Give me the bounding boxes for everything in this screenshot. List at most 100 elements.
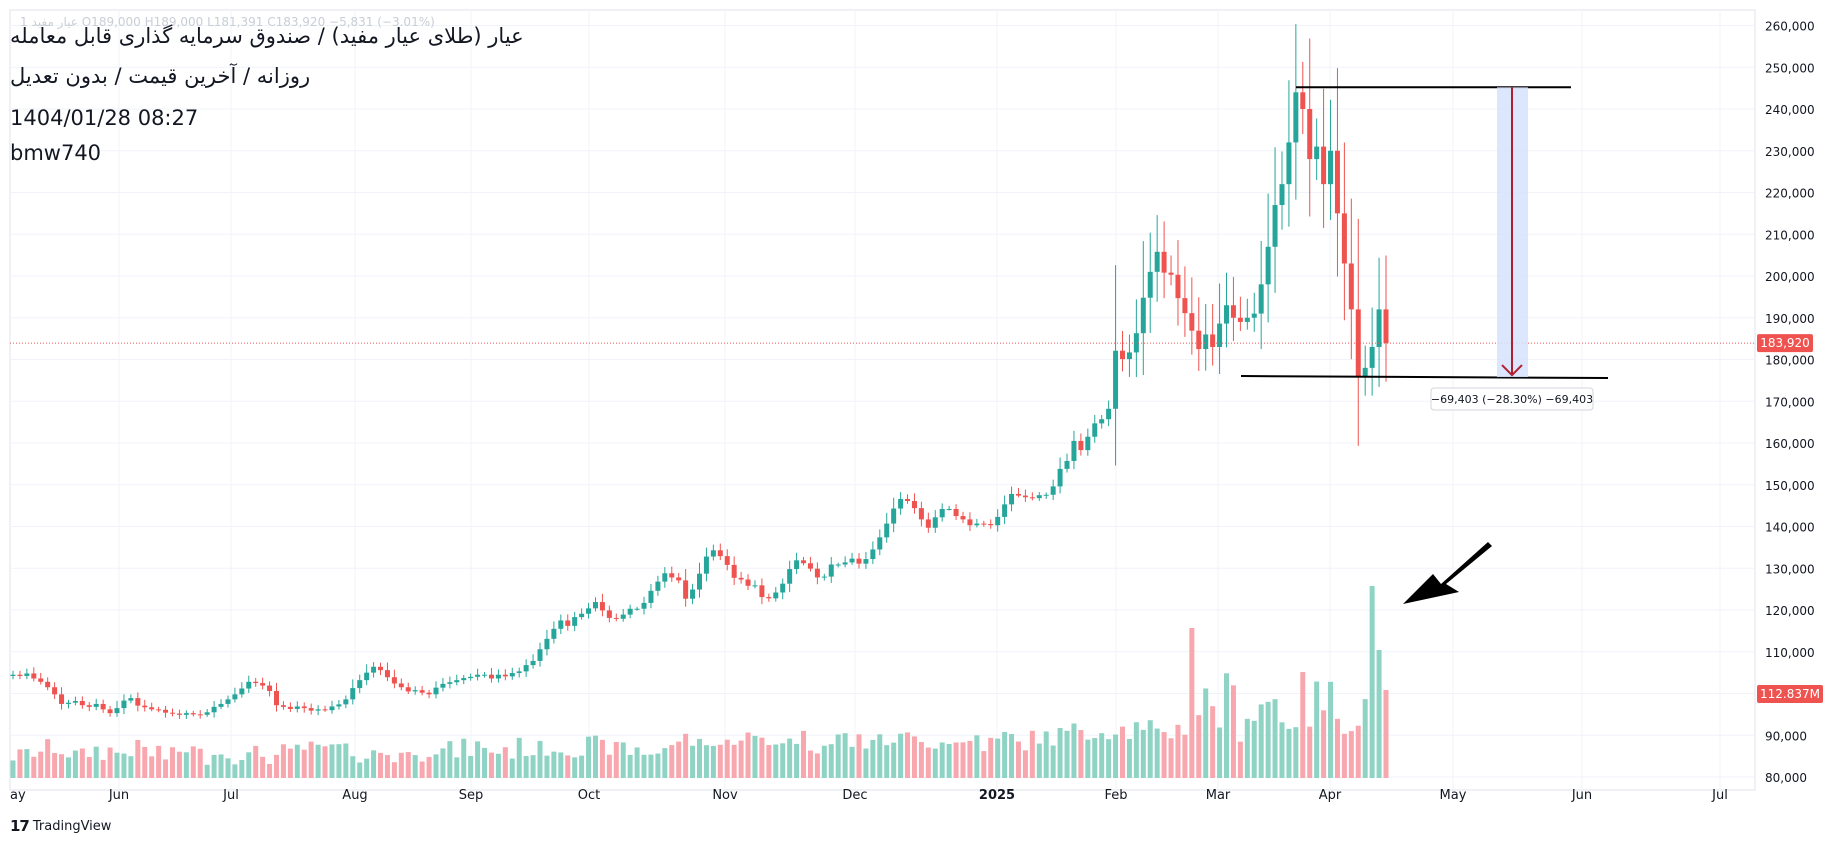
candle-body	[357, 680, 363, 689]
candle-body	[731, 564, 737, 578]
volume-bar	[911, 736, 917, 778]
volume-bar	[426, 756, 432, 778]
candle-body	[1348, 263, 1354, 310]
candle-body	[1147, 271, 1153, 298]
volume-bar	[495, 753, 501, 778]
candle-body	[995, 516, 1001, 526]
candle-body	[1383, 309, 1389, 344]
volume-bar	[1272, 699, 1278, 778]
candle-body	[891, 508, 897, 524]
time-tick-label: Aug	[342, 788, 367, 803]
annotation-arrow	[1403, 542, 1492, 604]
candle-body	[974, 523, 980, 526]
volume-bar	[780, 743, 786, 778]
volume-bar	[1057, 727, 1063, 778]
candle-body	[641, 602, 647, 609]
volume-bar	[468, 755, 474, 778]
volume-bar	[537, 740, 543, 778]
volume-bar	[967, 740, 973, 778]
volume-bar	[142, 747, 148, 778]
chart-subtitle: روزانه / آخرین قیمت / بدون تعدیل	[10, 64, 311, 88]
volume-bar	[190, 746, 196, 778]
candle-body	[509, 673, 515, 677]
volume-bar	[1321, 710, 1327, 778]
candle-body	[454, 680, 460, 683]
volume-bar	[606, 754, 612, 778]
volume-bar	[364, 758, 370, 778]
volume-bar	[1210, 706, 1216, 778]
axes: 80,00090,000100,000110,000120,000130,000…	[10, 20, 1823, 803]
volume-bar	[1293, 727, 1299, 778]
candle-body	[280, 705, 286, 707]
candle-body	[398, 683, 404, 688]
candle-body	[828, 564, 834, 577]
tradingview-logo-text: TradingView	[32, 818, 112, 834]
volume-bar	[724, 739, 730, 778]
volume-bar	[454, 757, 460, 778]
volume-bar	[1002, 731, 1008, 778]
price-tick-label: 140,000	[1765, 521, 1815, 535]
volume-bar	[114, 752, 120, 778]
volume-bar	[371, 750, 377, 778]
candle-body	[128, 698, 134, 701]
volume-bar	[1071, 723, 1077, 778]
candle-body	[301, 706, 307, 709]
volume-bar	[627, 754, 633, 778]
candle-body	[1293, 92, 1299, 143]
candle-body	[911, 501, 917, 509]
price-tick-label: 180,000	[1765, 354, 1815, 368]
candle-body	[1036, 495, 1042, 499]
candle-body	[821, 576, 827, 578]
price-tick-label: 160,000	[1765, 437, 1815, 451]
support-line	[1240, 375, 1609, 380]
volume-bar	[530, 755, 536, 778]
price-tick-label: 210,000	[1765, 228, 1815, 242]
chart-timestamp: 1404/01/28 08:27	[10, 106, 199, 130]
candle-body	[592, 602, 598, 609]
candle-body	[953, 508, 959, 517]
candle-body	[981, 523, 987, 525]
volume-bar	[1369, 586, 1375, 778]
candle-body	[648, 590, 654, 603]
candle-body	[586, 608, 592, 614]
candle-body	[1175, 274, 1181, 299]
volume-bar	[773, 744, 779, 778]
last-volume-badge	[1757, 685, 1823, 703]
candle-body	[579, 613, 585, 618]
candle-body	[218, 703, 224, 707]
price-tick-label: 260,000	[1765, 20, 1815, 34]
volume-bar	[842, 733, 848, 778]
volume-bar	[953, 742, 959, 778]
volume-bar	[274, 754, 280, 778]
candle-body	[1307, 109, 1313, 160]
price-tick-label: 250,000	[1765, 61, 1815, 75]
price-tick-label: 80,000	[1765, 771, 1807, 785]
candle-body	[371, 666, 377, 673]
candle-body	[211, 706, 217, 713]
candle-body	[898, 498, 904, 509]
volume-bar	[1161, 732, 1167, 778]
candle-body	[135, 698, 141, 706]
candle-body	[31, 673, 37, 679]
volume-bars	[10, 586, 1389, 778]
volume-bar	[1383, 690, 1389, 778]
volume-bar	[981, 751, 987, 778]
volume-bar	[315, 744, 321, 778]
candle-body	[17, 674, 23, 676]
measure-label-box	[1430, 387, 1594, 411]
candle-body	[1106, 408, 1112, 420]
volume-bar	[1085, 739, 1091, 778]
volume-bar	[260, 756, 266, 778]
volume-bar	[697, 738, 702, 778]
price-tick-label: 220,000	[1765, 187, 1815, 201]
tradingview-logo[interactable]: 17 TradingView	[10, 817, 111, 835]
time-tick-label: May	[1440, 788, 1467, 803]
candle-body	[329, 706, 335, 711]
volume-bar	[482, 747, 488, 778]
volume-bar	[287, 748, 293, 778]
candle-body	[787, 569, 793, 584]
volume-bar	[891, 742, 897, 778]
price-tick-label: 200,000	[1765, 270, 1815, 284]
volume-bar	[1009, 734, 1015, 778]
